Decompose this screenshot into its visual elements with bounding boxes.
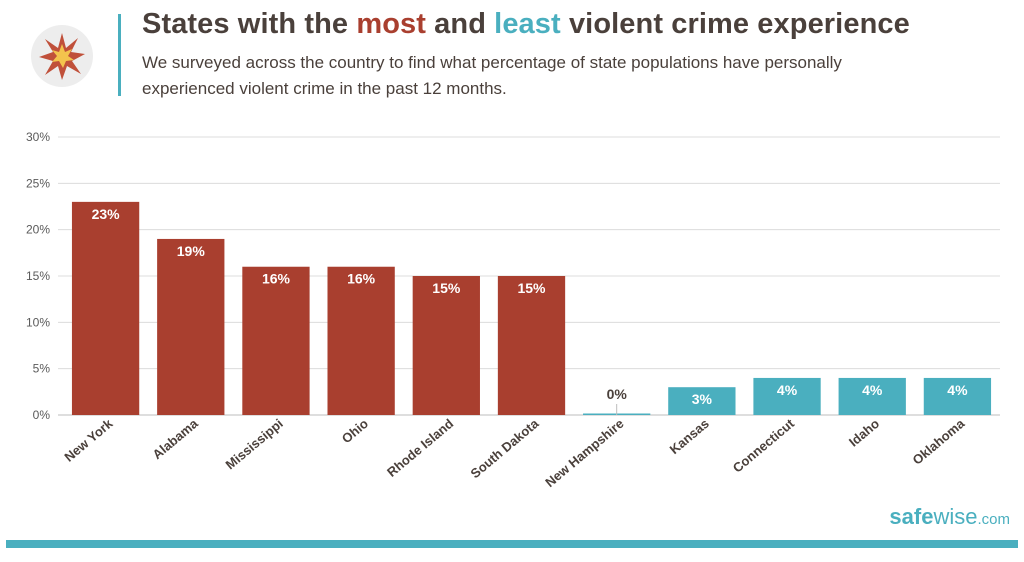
x-tick-label: Idaho <box>846 416 882 450</box>
bar <box>923 377 992 415</box>
data-label: 4% <box>947 382 968 398</box>
data-label: 4% <box>862 382 883 398</box>
x-tick-label: Ohio <box>339 416 371 447</box>
data-label: 15% <box>517 280 546 296</box>
bar <box>668 387 736 415</box>
data-label: 23% <box>92 206 121 222</box>
title-most-word: most <box>356 8 426 40</box>
y-tick-label: 0% <box>33 408 51 422</box>
bar <box>242 266 310 415</box>
y-tick-label: 25% <box>26 176 50 190</box>
bar <box>157 238 225 415</box>
x-tick-label: New Hampshire <box>542 416 626 490</box>
data-label: 16% <box>347 271 376 287</box>
x-tick-label: Rhode Island <box>384 416 456 480</box>
bar <box>412 276 480 415</box>
chart-title: States with the most and least violent c… <box>142 8 910 40</box>
y-tick-label: 20% <box>26 223 50 237</box>
y-tick-label: 30% <box>26 130 50 144</box>
data-label: 16% <box>262 271 291 287</box>
x-tick-label: Oklahoma <box>910 415 968 467</box>
x-tick-label: Mississippi <box>223 416 286 473</box>
x-tick-label: New York <box>61 415 116 464</box>
footer-bar <box>6 540 1018 548</box>
bar-chart: 0% 5% 10% 15% 20% 25% 30% 23% New York 19% Alabama… <box>26 130 1000 490</box>
data-label: 15% <box>432 280 461 296</box>
bar <box>71 201 140 415</box>
bar <box>327 266 395 415</box>
chart-subtitle: We surveyed across the country to find w… <box>142 53 842 98</box>
x-tick-label: South Dakota <box>468 415 542 481</box>
data-label: 3% <box>692 391 713 407</box>
x-tick-label: Alabama <box>150 415 202 462</box>
data-label: 4% <box>777 382 798 398</box>
y-tick-label: 10% <box>26 315 50 329</box>
y-tick-label: 5% <box>33 362 51 376</box>
data-label: 19% <box>177 243 206 259</box>
bar <box>497 276 566 415</box>
bar <box>753 377 821 415</box>
y-tick-label: 15% <box>26 269 50 283</box>
x-tick-label: Kansas <box>667 416 712 457</box>
explosion-icon <box>30 24 94 88</box>
title-least-word: least <box>494 8 561 40</box>
bar <box>838 377 906 415</box>
data-label: 0% <box>607 386 628 402</box>
brand-logo: safewise.com <box>889 504 1010 529</box>
header-divider <box>118 14 121 96</box>
x-tick-label: Connecticut <box>730 415 798 475</box>
